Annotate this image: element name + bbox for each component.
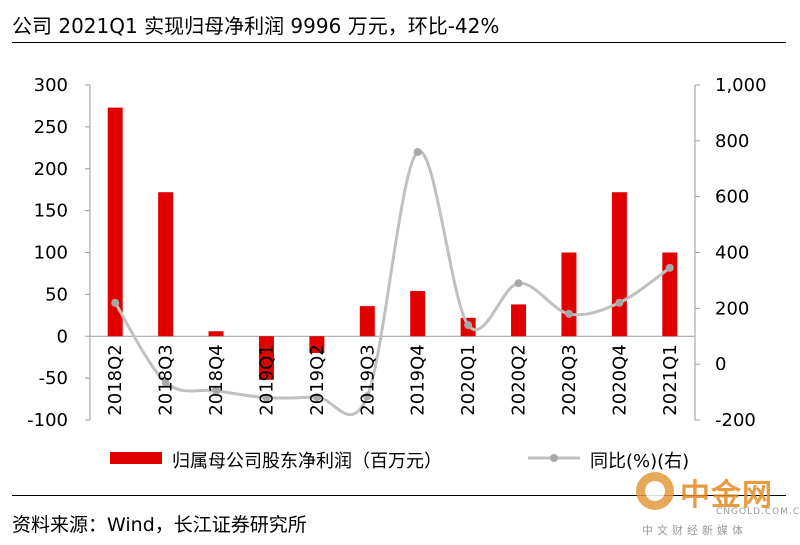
legend-line-label: 同比(%)(右) [590, 451, 689, 472]
yoy-line [113, 150, 671, 417]
left-tick-label: 200 [34, 159, 68, 180]
yoy-point-2020Q1 [464, 321, 473, 330]
bar-2018Q3 [158, 192, 174, 337]
yoy-point-2018Q2 [111, 298, 120, 307]
yoy-point-2019Q2 [312, 393, 321, 402]
right-tick-label: 200 [715, 298, 749, 319]
legend-line-marker [550, 454, 558, 462]
right-tick-label: 400 [715, 243, 749, 264]
x-tick-label: 2020Q1 [458, 344, 479, 415]
bar-2019Q4 [410, 291, 426, 337]
x-tick-label: 2018Q3 [156, 344, 177, 415]
yoy-point-2019Q3 [363, 392, 372, 401]
yoy-point-2018Q3 [161, 378, 170, 387]
left-tick-label: 150 [34, 201, 68, 222]
yoy-point-2018Q4 [212, 386, 221, 395]
left-tick-label: 50 [45, 284, 68, 305]
x-tick-label: 2021Q1 [660, 344, 681, 415]
x-tick-label: 2020Q2 [509, 344, 530, 415]
title-divider [12, 42, 786, 43]
bar-2018Q2 [107, 107, 123, 337]
x-tick-label: 2020Q4 [609, 344, 630, 415]
x-tick-label: 2019Q2 [307, 344, 328, 415]
x-tick-label: 2019Q3 [357, 344, 378, 415]
footer-divider [12, 495, 786, 496]
right-tick-label: 0 [715, 354, 726, 375]
right-tick-label: 600 [715, 187, 749, 208]
left-tick-label: -100 [27, 410, 68, 431]
watermark-logo-icon [636, 472, 674, 510]
watermark-tagline: 中文财经新媒体 [642, 524, 747, 537]
left-tick-label: -50 [39, 368, 68, 389]
left-tick-label: 300 [34, 75, 68, 96]
legend-bar-swatch [110, 452, 162, 464]
yoy-point-2019Q4 [413, 148, 422, 156]
x-tick-label: 2020Q3 [559, 344, 580, 415]
x-tick-label: 2019Q4 [408, 344, 429, 415]
watermark-url: CNGOLD.COM.CN [716, 507, 800, 517]
bar-2020Q4 [611, 192, 627, 337]
yoy-point-2021Q1 [665, 263, 674, 272]
x-tick-label: 2018Q2 [105, 344, 126, 415]
page-title: 公司 2021Q1 实现归母净利润 9996 万元，环比-42% [12, 14, 500, 38]
bar-2019Q3 [359, 306, 375, 337]
bar-2018Q4 [208, 331, 224, 337]
right-tick-label: 800 [715, 131, 749, 152]
yoy-point-2020Q4 [615, 298, 624, 307]
yoy-point-2020Q2 [514, 279, 523, 288]
x-tick-label: 2018Q4 [206, 344, 227, 415]
x-tick-label: 2019Q1 [256, 344, 277, 415]
left-tick-label: 250 [34, 117, 68, 138]
yoy-point-2020Q3 [564, 309, 573, 318]
bar-2019Q1 [258, 336, 274, 380]
source-note: 资料来源：Wind，长江证券研究所 [12, 514, 307, 536]
bar-2020Q3 [561, 252, 577, 337]
bar-2021Q1 [662, 252, 678, 337]
left-tick-label: 0 [57, 326, 68, 347]
right-tick-label: -200 [715, 410, 756, 431]
yoy-point-2019Q1 [262, 393, 271, 402]
watermark-brand: 中金网 [680, 478, 773, 513]
bar-2019Q2 [309, 336, 325, 353]
bar-2020Q2 [511, 304, 527, 337]
right-tick-label: 1,000 [715, 75, 767, 96]
watermark: 中金网 CNGOLD.COM.CN 中文财经新媒体 [636, 470, 800, 540]
legend-bar-label: 归属母公司股东净利润（百万元） [172, 451, 442, 472]
left-tick-label: 100 [34, 243, 68, 264]
